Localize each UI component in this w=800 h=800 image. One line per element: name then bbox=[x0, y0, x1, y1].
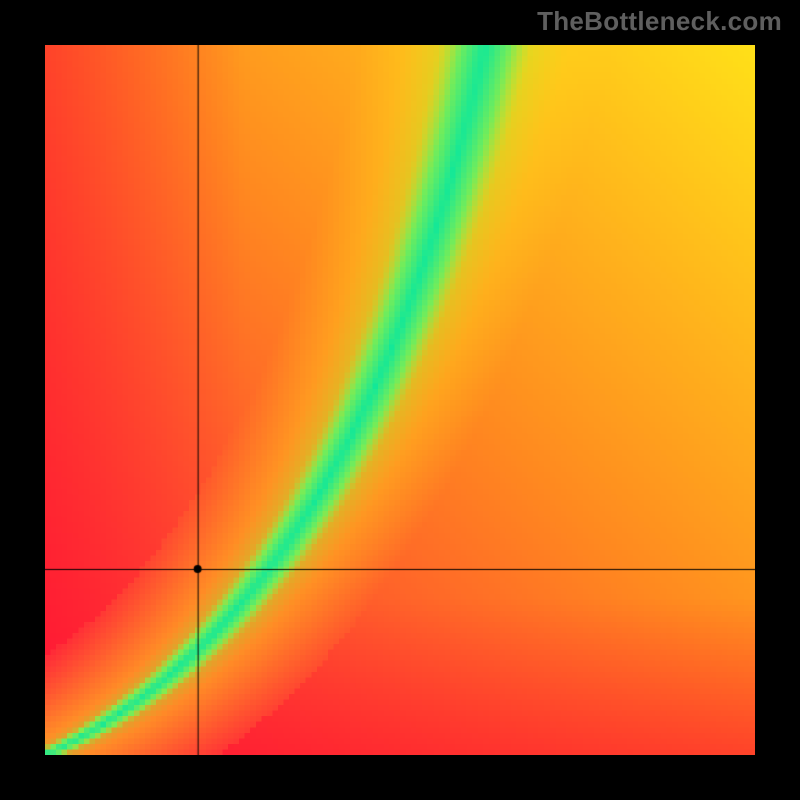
watermark-text: TheBottleneck.com bbox=[537, 6, 782, 37]
crosshair-overlay bbox=[45, 45, 755, 755]
